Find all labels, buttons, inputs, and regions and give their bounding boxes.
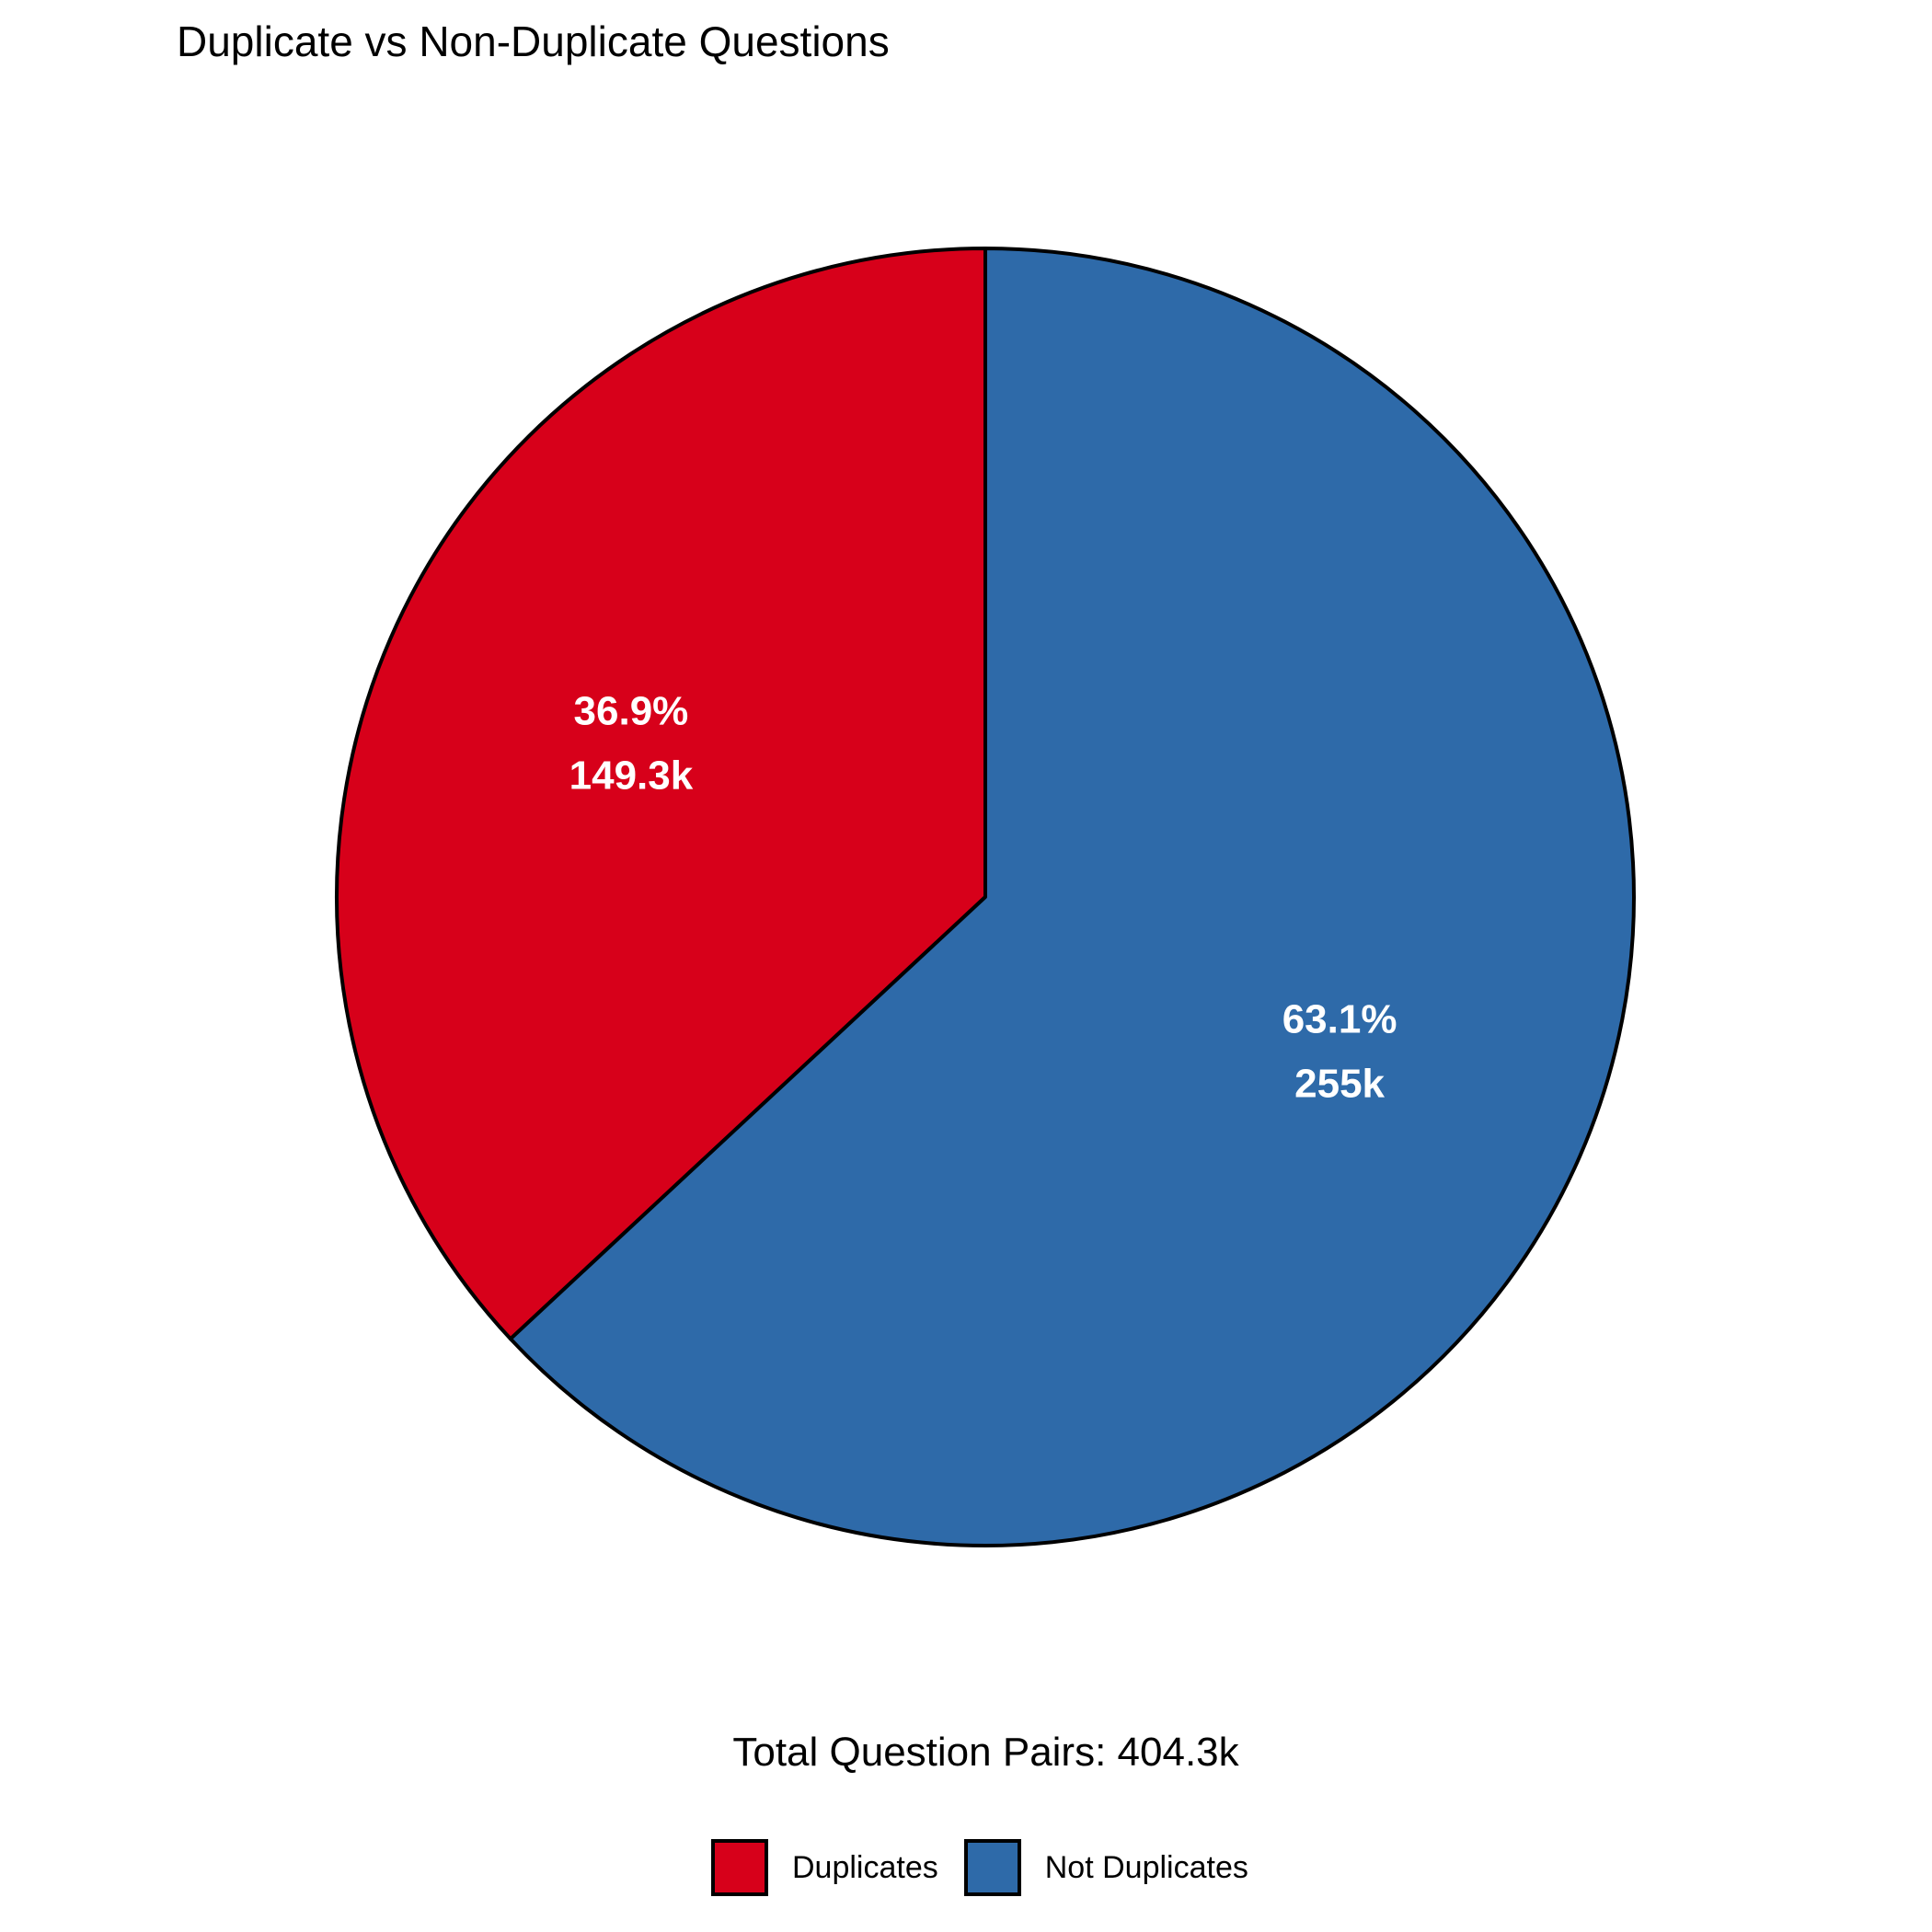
slice-labels: 36.9% 149.3k 63.1% 255k xyxy=(569,688,1397,1106)
legend-label-not-duplicates: Not Duplicates xyxy=(1044,1849,1248,1885)
slice-value-label-not-duplicates: 255k xyxy=(1294,1062,1385,1107)
pie-slice-duplicates xyxy=(335,247,987,1341)
slice-percent-label-not-duplicates: 63.1% xyxy=(1282,997,1397,1042)
total-caption: Total Question Pairs: 404.3k xyxy=(732,1730,1239,1775)
legend-swatch-not-duplicates xyxy=(963,1839,1021,1896)
chart-title: Duplicate vs Non-Duplicate Questions xyxy=(177,17,890,65)
legend-item-duplicates: Duplicates xyxy=(711,1839,938,1896)
legend: Duplicates Not Duplicates xyxy=(711,1838,1274,1897)
pie-slices xyxy=(335,247,1636,1547)
slice-value-label-duplicates: 149.3k xyxy=(569,753,694,798)
slice-percent-label-duplicates: 36.9% xyxy=(574,688,689,733)
legend-swatch-duplicates xyxy=(711,1839,768,1896)
pie-slice-not-duplicates xyxy=(508,247,1636,1547)
legend-item-not-duplicates: Not Duplicates xyxy=(963,1839,1248,1896)
legend-label-duplicates: Duplicates xyxy=(792,1849,938,1885)
